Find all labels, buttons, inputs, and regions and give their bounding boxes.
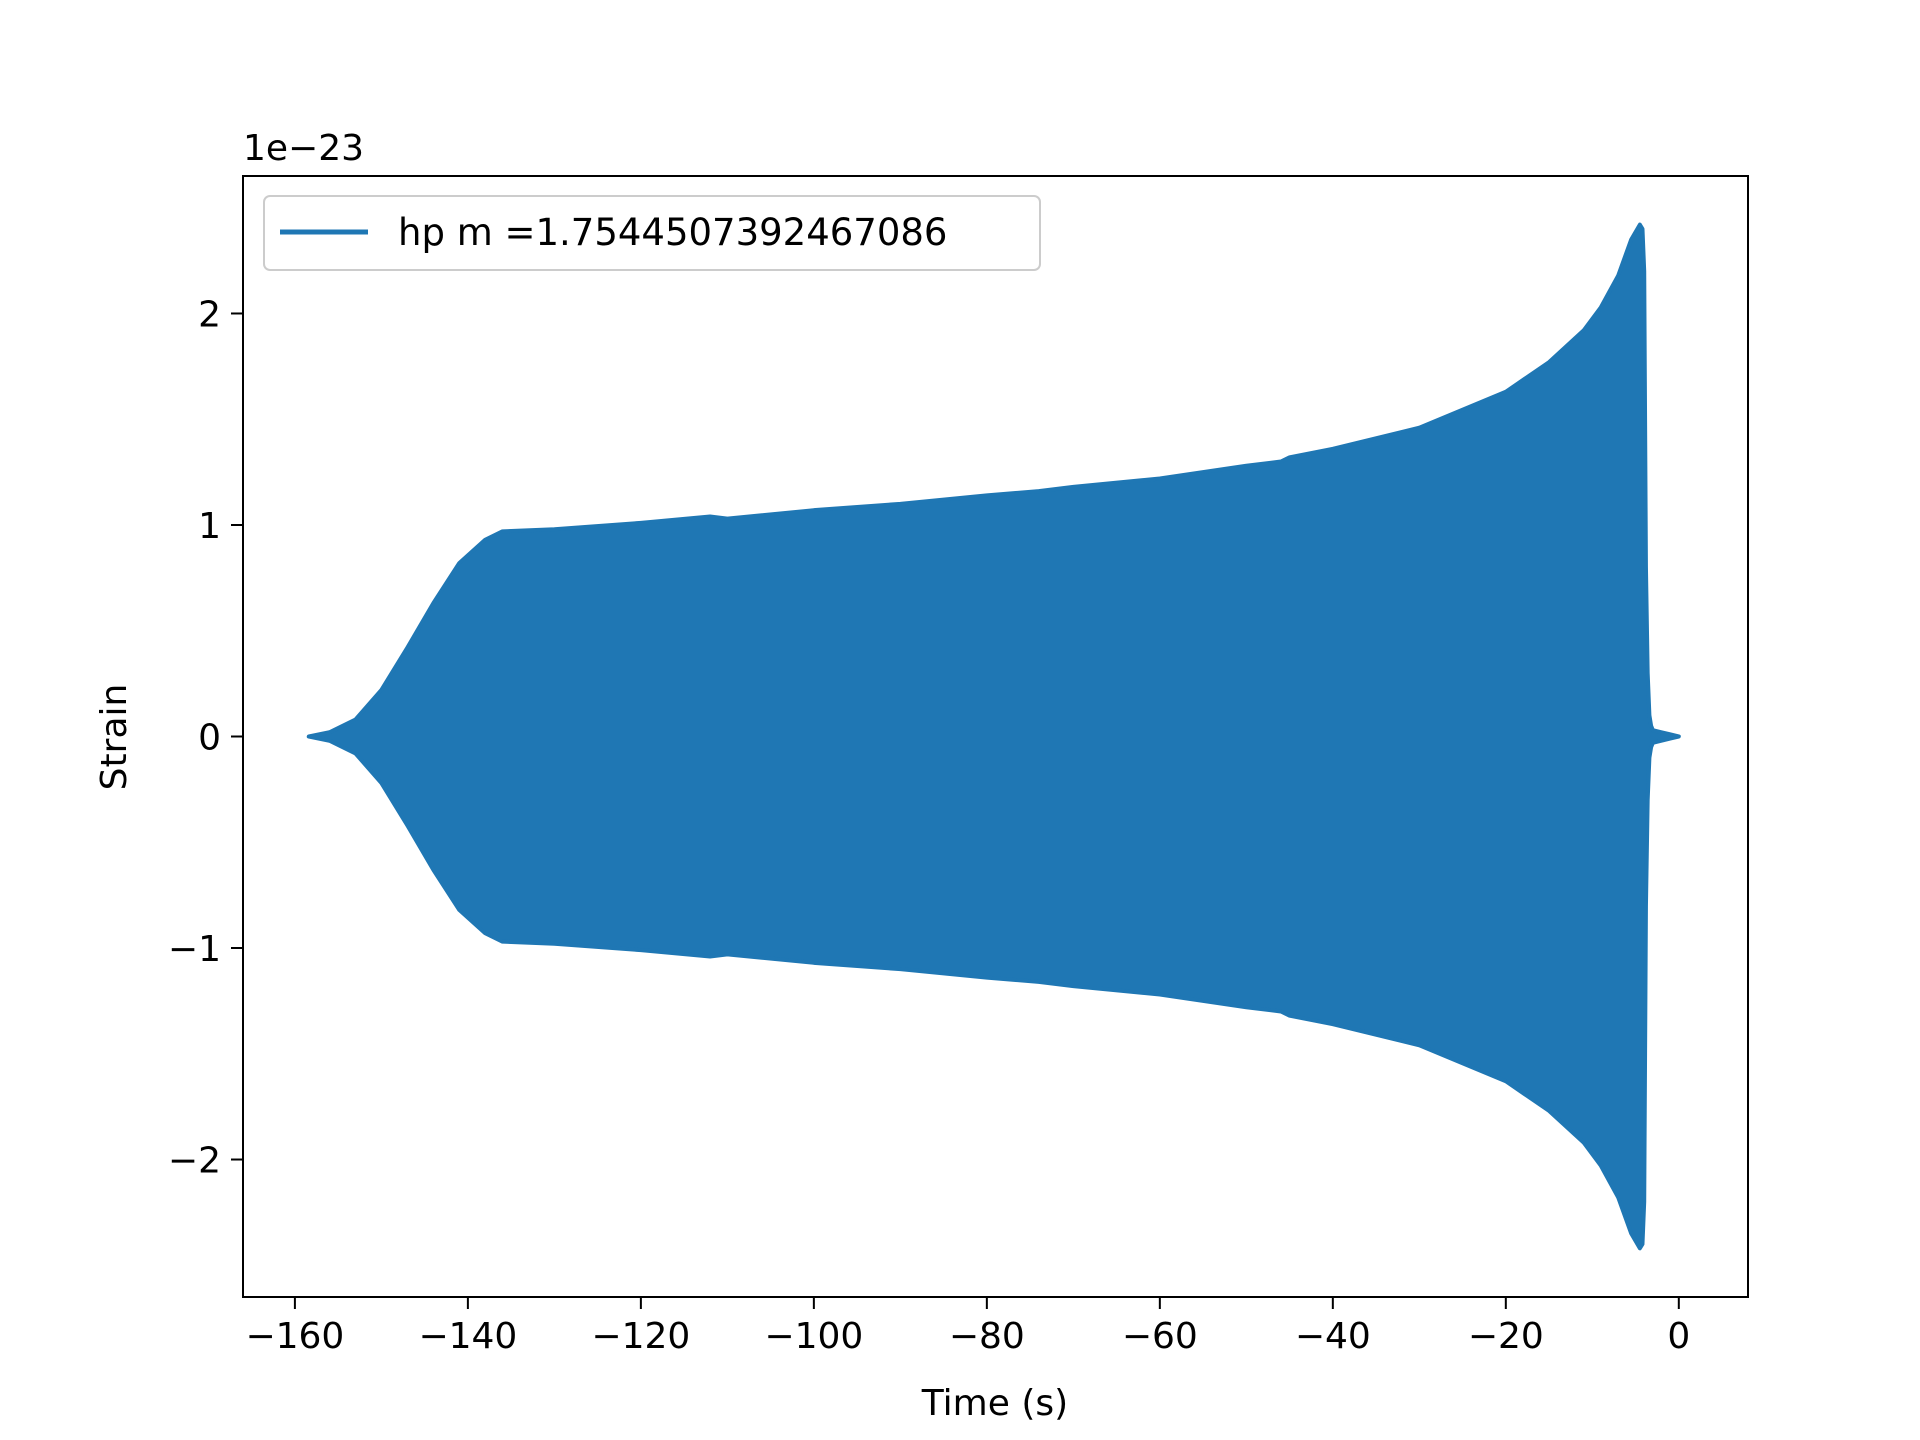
x-tick-label: −60 xyxy=(1122,1316,1198,1357)
y-tick-label: −1 xyxy=(168,929,221,970)
x-tick-label: −20 xyxy=(1468,1316,1544,1357)
x-tick-label: −40 xyxy=(1295,1316,1371,1357)
y-tick-label: −2 xyxy=(168,1141,221,1182)
x-tick-label: 0 xyxy=(1667,1316,1690,1357)
x-tick-label: −80 xyxy=(949,1316,1025,1357)
y-tick-label: 1 xyxy=(198,506,221,547)
x-tick-label: −100 xyxy=(764,1316,863,1357)
y-axis-label: Strain xyxy=(94,684,135,791)
y-tick-label: 2 xyxy=(198,294,221,335)
legend: hp m =1.7544507392467086 xyxy=(263,195,1041,271)
x-tick-label: −140 xyxy=(418,1316,517,1357)
y-offset-label: 1e−23 xyxy=(243,128,364,169)
x-tick-label: −160 xyxy=(245,1316,344,1357)
x-axis-label: Time (s) xyxy=(921,1383,1068,1424)
legend-box xyxy=(263,195,1041,271)
series-hp-waveform xyxy=(306,222,1681,1251)
x-tick-label: −120 xyxy=(591,1316,690,1357)
legend-label: hp m =1.7544507392467086 xyxy=(398,211,947,254)
y-tick-label: 0 xyxy=(198,718,221,759)
